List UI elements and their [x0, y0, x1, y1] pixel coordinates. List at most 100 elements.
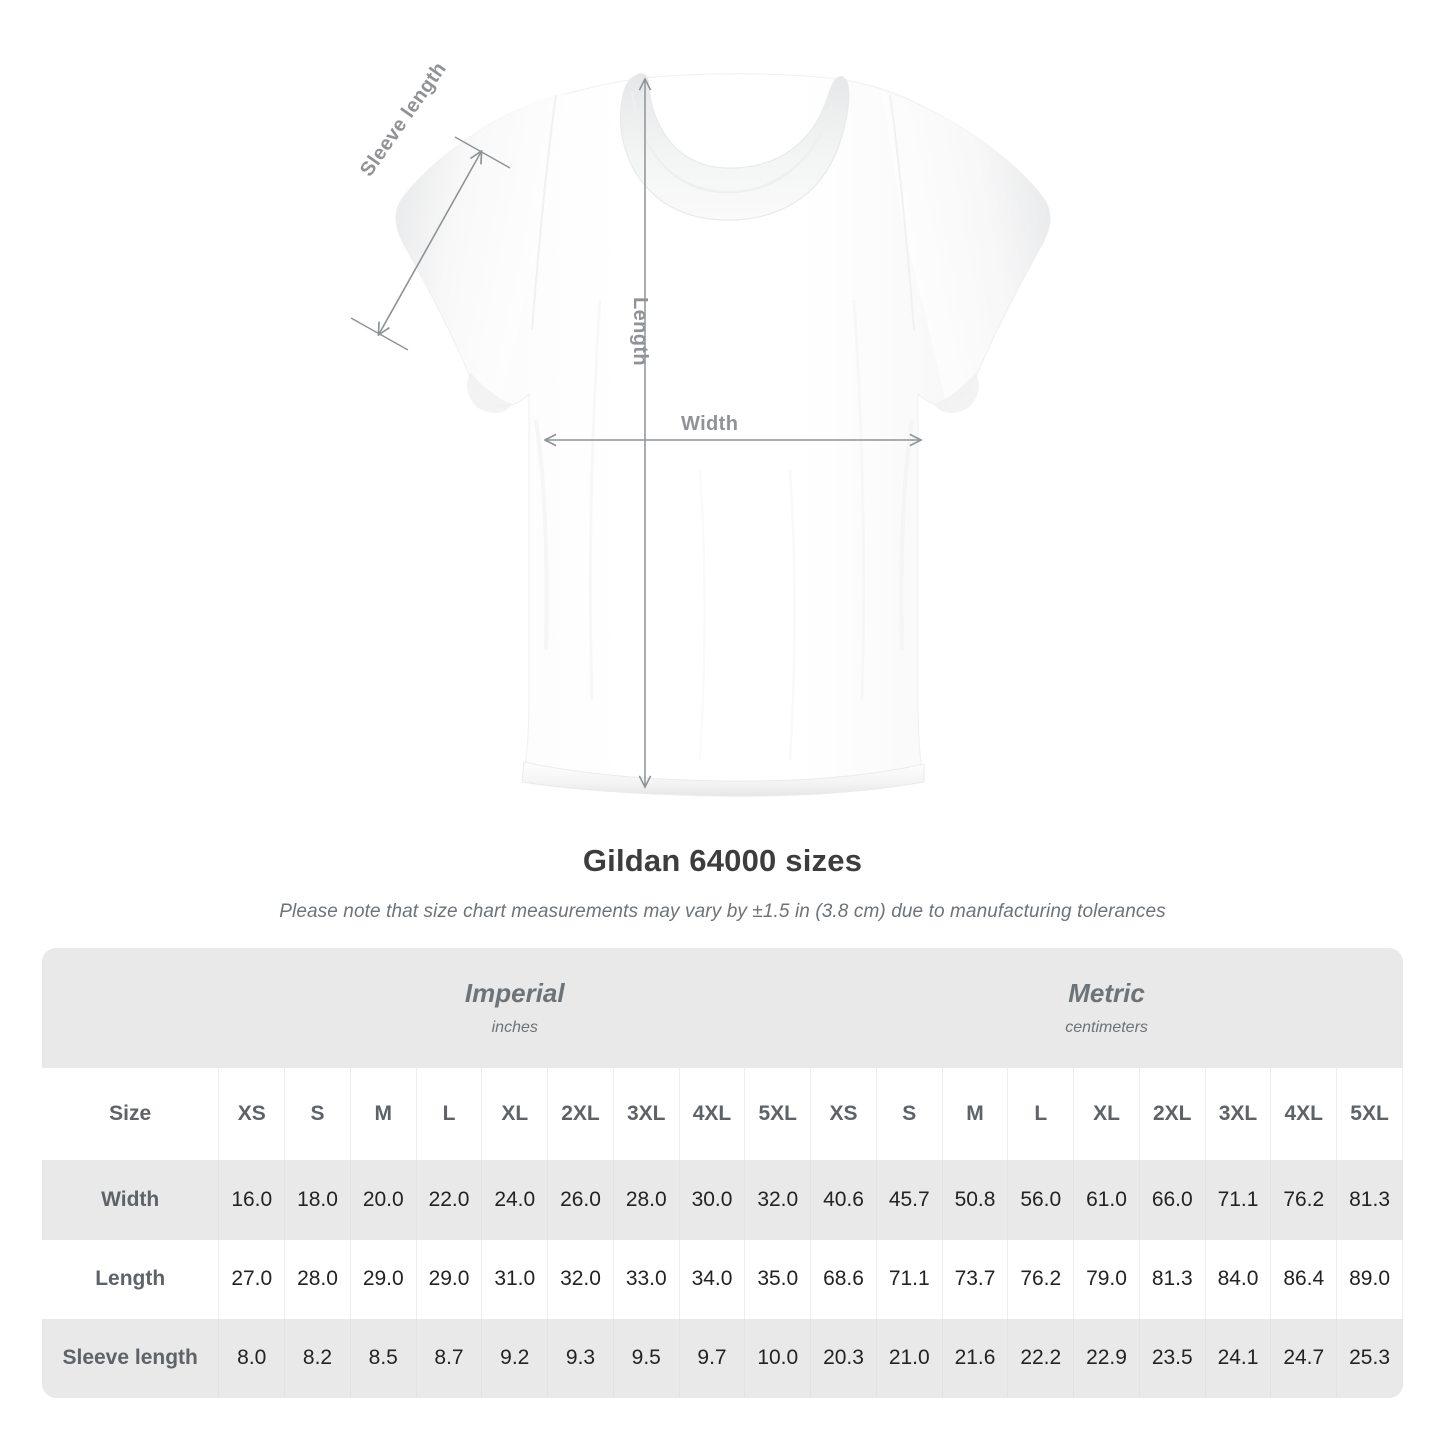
measurement-cell: 9.5 [612, 1318, 680, 1398]
measurement-cell: 89.0 [1336, 1239, 1403, 1319]
measurement-cell: 27.0 [218, 1239, 286, 1319]
unit-banner-spacer [42, 948, 219, 1069]
size-header-cell: XS [810, 1068, 877, 1161]
size-header-cell: 3XL [1204, 1068, 1272, 1161]
size-header-label: 5XL [758, 1102, 797, 1126]
right-sleeve [881, 92, 1051, 406]
measurement-cell: 8.7 [415, 1318, 483, 1398]
measurement-row-label: Width [101, 1188, 160, 1212]
measurement-row-label: Sleeve length [62, 1346, 198, 1370]
size-header-row: Size XS S M L XL 2XL 3XL 4XL 5XL XS S M L XL 2XL 3XL 4XL 5… [42, 1068, 1403, 1161]
size-header-cell: M [349, 1068, 417, 1161]
size-header-label: 2XL [1152, 1102, 1192, 1126]
size-header-cell: 2XL [1138, 1068, 1206, 1161]
page-title: Gildan 64000 sizes [582, 843, 863, 878]
tshirt-diagram: Sleeve length Length Width [350, 58, 1051, 797]
measurement-cell: 23.5 [1138, 1318, 1206, 1398]
measurement-cell: 8.5 [349, 1318, 417, 1398]
measurement-cell: 66.0 [1138, 1160, 1206, 1240]
measurement-cell: 22.2 [1007, 1318, 1075, 1398]
measurement-cell: 32.0 [547, 1239, 614, 1319]
measurement-cell: 34.0 [678, 1239, 746, 1319]
right-sleeve-hem [934, 372, 979, 413]
measurement-cell: 29.0 [415, 1239, 483, 1319]
measurement-cell: 30.0 [678, 1160, 746, 1240]
size-header-cell: XL [1073, 1068, 1140, 1161]
measurement-row-header: Width [42, 1160, 219, 1240]
size-header-cell: XL [481, 1068, 549, 1161]
measurement-cell: 32.0 [744, 1160, 812, 1240]
size-header-cell: 4XL [678, 1068, 746, 1161]
size-header-cell: L [1007, 1068, 1075, 1161]
size-header-label: 2XL [561, 1102, 600, 1126]
measurement-cell: 61.0 [1073, 1160, 1140, 1240]
measurement-cell: 9.3 [547, 1318, 614, 1398]
size-header-label: 3XL [626, 1102, 666, 1126]
tolerance-note: Please note that size chart measurements… [279, 901, 1166, 922]
size-header-label: M [966, 1102, 984, 1126]
unit-section-imperial: Imperial inches [218, 948, 811, 1069]
measurement-cell: 56.0 [1007, 1160, 1075, 1240]
measurement-cell: 20.3 [810, 1318, 877, 1398]
measurement-cell: 31.0 [481, 1239, 549, 1319]
size-header-label: XS [237, 1102, 266, 1126]
tshirt-illustration [350, 73, 1051, 797]
fabric-folds [534, 299, 914, 761]
size-header-label: L [1034, 1102, 1048, 1126]
right-shoulder-seam [889, 94, 915, 331]
left-shoulder-seam [531, 94, 557, 331]
size-header-cell: XS [218, 1068, 286, 1161]
size-column-header-label: Size [109, 1102, 152, 1126]
measurement-cell: 40.6 [810, 1160, 877, 1240]
unit-banner-row: Imperial inches Metric centimeters [42, 948, 1403, 1069]
measurement-row-label: Length [95, 1267, 166, 1291]
size-chart-table-container: Imperial inches Metric centimeters Size XS S M L… [42, 948, 1403, 1398]
size-header-label: S [902, 1102, 917, 1126]
measurement-cell: 81.3 [1138, 1239, 1206, 1319]
measurement-row-header: Sleeve length [42, 1318, 219, 1398]
measurement-cell: 71.1 [875, 1239, 943, 1319]
measurement-cell: 22.0 [415, 1160, 483, 1240]
measurement-cell: 21.0 [875, 1318, 943, 1398]
width-label: Width [681, 413, 739, 435]
unit-section-unit: inches [491, 1019, 538, 1037]
size-header-label: L [442, 1102, 456, 1126]
size-header-label: XS [829, 1102, 858, 1126]
size-chart-table: Imperial inches Metric centimeters Size XS S M L… [42, 948, 1403, 1398]
size-header-cell: S [284, 1068, 351, 1161]
measurement-cell: 79.0 [1073, 1239, 1140, 1319]
measurement-cell: 76.2 [1007, 1239, 1075, 1319]
measurement-cell: 24.1 [1204, 1318, 1272, 1398]
size-header-cell: 5XL [744, 1068, 812, 1161]
measurement-cell: 81.3 [1336, 1160, 1403, 1240]
table-row: Length 27.0 28.0 29.0 29.0 31.0 32.0 33.0 34.0 35… [42, 1239, 1403, 1319]
table-row: Sleeve length 8.0 8.2 8.5 8.7 9.2 9.3 9.5 9.7 10.… [42, 1318, 1403, 1398]
title-block: Gildan 64000 sizes Please note that size… [0, 843, 1445, 923]
size-header-cell: 3XL [612, 1068, 680, 1161]
measurement-cell: 8.2 [284, 1318, 351, 1398]
measurement-cell: 22.9 [1073, 1318, 1140, 1398]
measurement-cell: 45.7 [875, 1160, 943, 1240]
measurement-cell: 21.6 [941, 1318, 1009, 1398]
measurement-cell: 24.0 [481, 1160, 549, 1240]
size-header-cell: M [941, 1068, 1009, 1161]
size-header-cell: 5XL [1336, 1068, 1403, 1161]
measurement-cell: 29.0 [349, 1239, 417, 1319]
size-header-cell: 4XL [1270, 1068, 1338, 1161]
size-header-label: 4XL [692, 1102, 732, 1126]
measurement-cell: 24.7 [1270, 1318, 1338, 1398]
measurement-cell: 28.0 [612, 1160, 680, 1240]
measurement-cell: 18.0 [284, 1160, 351, 1240]
length-label: Length [629, 297, 651, 367]
measurement-cell: 9.2 [481, 1318, 549, 1398]
unit-section-name: Imperial [464, 978, 565, 1009]
size-header-cell: L [415, 1068, 483, 1161]
measurement-cell: 76.2 [1270, 1160, 1338, 1240]
measurement-cell: 25.3 [1336, 1318, 1403, 1398]
measurement-cell: 33.0 [612, 1239, 680, 1319]
measurement-cell: 26.0 [547, 1160, 614, 1240]
size-header-label: XL [501, 1102, 529, 1126]
size-header-label: 3XL [1218, 1102, 1258, 1126]
measurement-cell: 68.6 [810, 1239, 877, 1319]
measurement-cell: 50.8 [941, 1160, 1009, 1240]
